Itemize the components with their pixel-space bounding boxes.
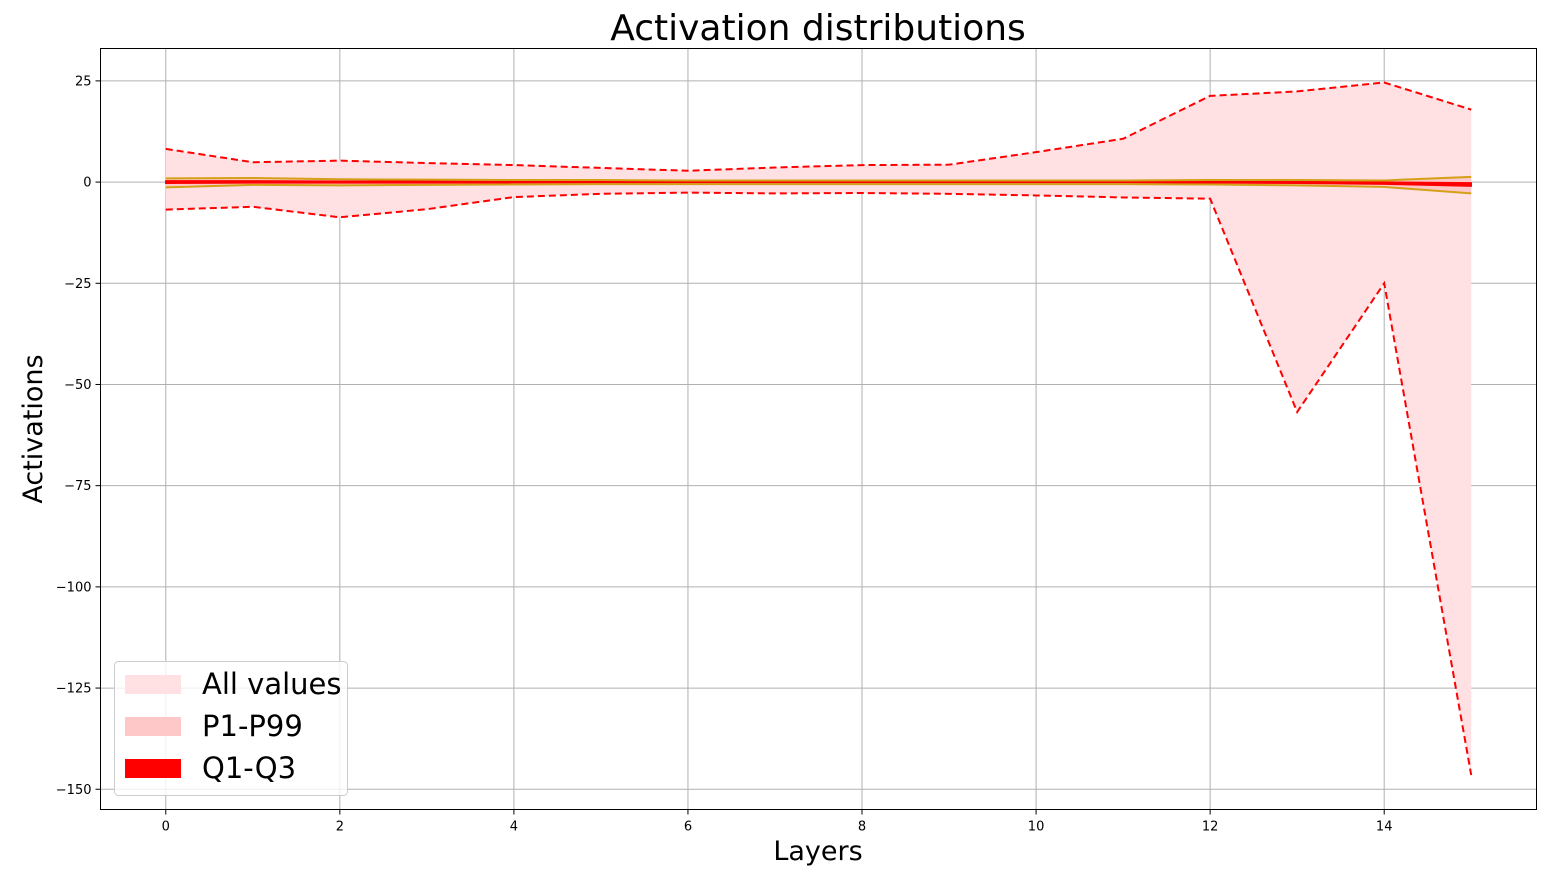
band-all-values	[165, 82, 1472, 776]
x-tick-label: 4	[510, 820, 518, 835]
x-tick-label: 14	[1376, 820, 1393, 835]
x-tick-label: 2	[336, 820, 344, 835]
legend-swatch-p1-p99	[125, 717, 181, 736]
legend-swatch-q1-q3	[125, 759, 181, 778]
legend-label-q1-q3: Q1-Q3	[202, 751, 296, 785]
x-tick-label: 6	[684, 820, 692, 835]
data-layer	[165, 81, 1473, 776]
y-axis-title: Activations	[18, 354, 49, 503]
max-line	[165, 81, 1472, 172]
y-tick-label: 0	[83, 176, 91, 191]
min-line	[165, 191, 1473, 776]
legend-label-all-values: All values	[202, 667, 342, 701]
y-tick-label: −75	[64, 479, 91, 494]
y-tick-label: −100	[56, 580, 92, 595]
p1-line	[165, 183, 1472, 195]
y-tick-label: −150	[56, 783, 92, 798]
x-tick-label: 12	[1202, 820, 1219, 835]
y-tick-label: −25	[64, 277, 91, 292]
y-tick-label: −125	[56, 682, 92, 697]
tick-layer: 0 2 4 6 8 10 12 14 25 0 −25 −50 −75 −100 −125 −150	[56, 74, 1393, 834]
x-tick-label: 8	[858, 820, 866, 835]
x-axis-title: Layers	[773, 836, 862, 867]
legend-swatch-all-values	[125, 675, 181, 694]
x-tick-label: 10	[1028, 820, 1045, 835]
legend-label-p1-p99: P1-P99	[202, 709, 303, 743]
y-tick-label: 25	[75, 74, 92, 89]
y-tick-label: −50	[64, 378, 91, 393]
plot-frame	[100, 48, 1537, 810]
chart-title: Activation distributions	[610, 8, 1026, 49]
legend: All values P1-P99 Q1-Q3	[114, 661, 348, 796]
band-q1-q3	[165, 180, 1472, 187]
p99-line	[165, 175, 1472, 182]
x-tick-label: 0	[162, 820, 170, 835]
